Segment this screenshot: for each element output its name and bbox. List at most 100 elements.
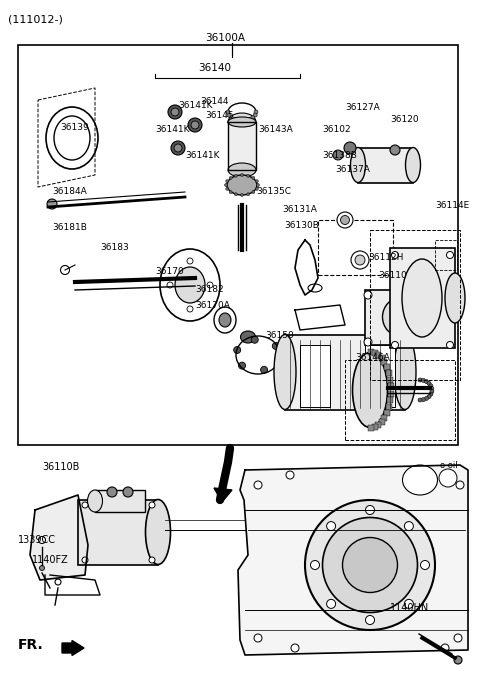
Ellipse shape bbox=[174, 144, 182, 152]
Ellipse shape bbox=[228, 163, 256, 177]
Ellipse shape bbox=[254, 634, 262, 642]
Text: FR.: FR. bbox=[18, 638, 44, 652]
Ellipse shape bbox=[441, 644, 449, 652]
Text: 36130B: 36130B bbox=[284, 220, 319, 229]
Ellipse shape bbox=[82, 557, 88, 563]
Ellipse shape bbox=[188, 118, 202, 132]
Ellipse shape bbox=[82, 502, 88, 508]
Ellipse shape bbox=[406, 147, 420, 183]
Ellipse shape bbox=[392, 341, 398, 349]
Text: 36182: 36182 bbox=[195, 285, 224, 295]
Ellipse shape bbox=[454, 634, 462, 642]
Ellipse shape bbox=[256, 183, 260, 187]
Text: 36141K: 36141K bbox=[178, 101, 213, 110]
Text: 1339CC: 1339CC bbox=[18, 535, 56, 545]
Ellipse shape bbox=[430, 389, 434, 393]
Bar bbox=[390, 248, 455, 348]
Ellipse shape bbox=[226, 180, 228, 183]
Text: 36135C: 36135C bbox=[256, 187, 291, 197]
Bar bbox=[18, 45, 458, 445]
Ellipse shape bbox=[344, 142, 356, 154]
Ellipse shape bbox=[229, 176, 232, 179]
Bar bbox=[365, 290, 435, 345]
Ellipse shape bbox=[429, 384, 433, 388]
Bar bbox=[372, 349, 378, 356]
Ellipse shape bbox=[238, 119, 241, 123]
Ellipse shape bbox=[225, 183, 228, 187]
Ellipse shape bbox=[207, 282, 213, 288]
Ellipse shape bbox=[229, 116, 233, 120]
Ellipse shape bbox=[340, 216, 349, 224]
Ellipse shape bbox=[252, 191, 255, 193]
Bar bbox=[382, 415, 387, 421]
Polygon shape bbox=[228, 122, 256, 170]
Ellipse shape bbox=[404, 600, 413, 608]
Bar bbox=[95, 490, 145, 512]
Ellipse shape bbox=[446, 251, 454, 258]
Ellipse shape bbox=[355, 255, 365, 265]
Text: 36110: 36110 bbox=[378, 270, 407, 279]
Ellipse shape bbox=[251, 336, 258, 343]
Ellipse shape bbox=[240, 331, 255, 343]
Ellipse shape bbox=[424, 396, 429, 400]
Ellipse shape bbox=[251, 116, 255, 120]
Text: 36181B: 36181B bbox=[52, 224, 87, 233]
Ellipse shape bbox=[38, 537, 46, 544]
Ellipse shape bbox=[227, 113, 231, 117]
Text: 36139: 36139 bbox=[60, 124, 89, 132]
Text: 36140: 36140 bbox=[199, 63, 231, 73]
Ellipse shape bbox=[454, 656, 462, 664]
Ellipse shape bbox=[323, 518, 418, 612]
FancyArrow shape bbox=[62, 640, 84, 656]
Bar bbox=[387, 397, 393, 404]
Ellipse shape bbox=[383, 298, 418, 336]
Text: 36100A: 36100A bbox=[205, 33, 245, 43]
Bar bbox=[379, 355, 384, 361]
Text: 36127A: 36127A bbox=[345, 103, 380, 112]
Ellipse shape bbox=[456, 481, 464, 489]
Ellipse shape bbox=[364, 338, 372, 346]
Bar bbox=[300, 345, 330, 407]
Ellipse shape bbox=[326, 600, 336, 608]
Ellipse shape bbox=[87, 490, 103, 512]
Ellipse shape bbox=[254, 481, 262, 489]
Bar bbox=[375, 422, 381, 429]
Ellipse shape bbox=[404, 522, 413, 531]
Bar bbox=[368, 425, 374, 431]
Bar bbox=[388, 383, 394, 389]
Bar bbox=[386, 370, 392, 376]
Ellipse shape bbox=[252, 176, 255, 179]
Ellipse shape bbox=[107, 487, 117, 497]
Text: 1140FZ: 1140FZ bbox=[32, 555, 69, 565]
Ellipse shape bbox=[403, 465, 437, 495]
Ellipse shape bbox=[261, 366, 267, 373]
Ellipse shape bbox=[418, 378, 422, 382]
Ellipse shape bbox=[234, 193, 238, 196]
Ellipse shape bbox=[424, 380, 429, 383]
Ellipse shape bbox=[226, 110, 230, 114]
Bar bbox=[318, 220, 393, 275]
Ellipse shape bbox=[402, 259, 442, 337]
Bar bbox=[365, 345, 395, 407]
Ellipse shape bbox=[365, 616, 374, 625]
Ellipse shape bbox=[427, 395, 431, 399]
Ellipse shape bbox=[350, 147, 365, 183]
Ellipse shape bbox=[168, 105, 182, 119]
Ellipse shape bbox=[229, 191, 232, 193]
Text: 36114E: 36114E bbox=[435, 201, 469, 210]
Ellipse shape bbox=[390, 145, 400, 155]
Text: 36145: 36145 bbox=[205, 110, 234, 120]
Ellipse shape bbox=[227, 175, 257, 195]
Ellipse shape bbox=[149, 557, 155, 563]
Ellipse shape bbox=[228, 103, 256, 121]
Ellipse shape bbox=[364, 291, 372, 299]
Ellipse shape bbox=[191, 121, 199, 129]
Ellipse shape bbox=[352, 352, 387, 427]
Ellipse shape bbox=[54, 116, 90, 160]
Ellipse shape bbox=[234, 174, 238, 177]
Ellipse shape bbox=[46, 107, 98, 169]
Ellipse shape bbox=[228, 113, 256, 131]
Ellipse shape bbox=[55, 579, 61, 585]
Ellipse shape bbox=[274, 335, 296, 410]
Bar bbox=[384, 364, 390, 370]
